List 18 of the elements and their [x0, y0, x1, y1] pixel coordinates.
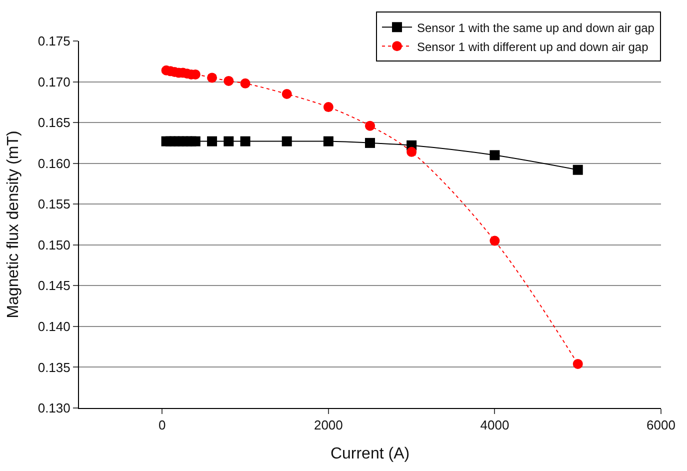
- y-tick-label: 0.130: [38, 400, 70, 416]
- y-axis-title: Magnetic flux density (mT): [4, 130, 22, 318]
- y-tick-label: 0.145: [38, 278, 70, 294]
- y-tick-label: 0.140: [38, 318, 70, 334]
- x-tick-label: 6000: [646, 418, 676, 433]
- x-tick-label: 2000: [314, 418, 343, 433]
- y-tick-label: 0.155: [38, 196, 70, 212]
- legend-label: Sensor 1 with different up and down air gap: [417, 40, 649, 54]
- legend-label: Sensor 1 with the same up and down air gap: [417, 20, 655, 35]
- y-tick-label: 0.135: [38, 360, 70, 375]
- y-tick-label: 0.150: [38, 237, 70, 252]
- x-axis-title: Current (A): [330, 445, 410, 462]
- y-tick-label: 0.170: [38, 74, 70, 90]
- x-tick-label: 4000: [480, 418, 510, 433]
- x-tick-label: 0: [158, 418, 166, 433]
- y-tick-label: 0.175: [38, 34, 70, 49]
- y-tick-label: 0.165: [38, 115, 70, 130]
- y-tick-label: 0.160: [38, 156, 70, 171]
